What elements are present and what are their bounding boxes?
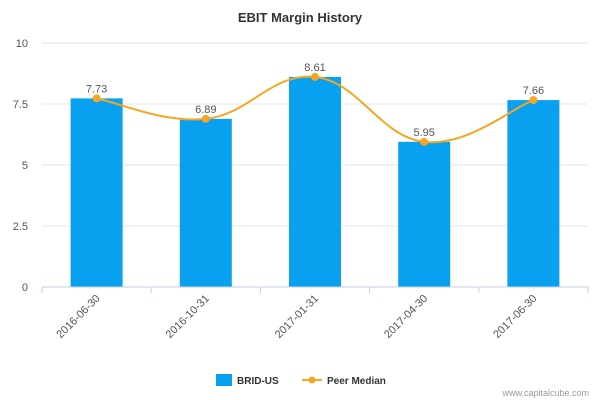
- y-axis-ticks: 0 2.5 5 7.5 10: [13, 38, 28, 294]
- legend-marker-peer: [308, 376, 316, 384]
- y-tick-label: 0: [22, 282, 28, 294]
- y-tick-label: 7.5: [13, 99, 28, 111]
- data-label: 5.95: [413, 127, 434, 139]
- chart-title: EBIT Margin History: [238, 10, 363, 25]
- x-tick-label: 2017-01-31: [273, 293, 321, 341]
- y-tick-label: 2.5: [13, 221, 28, 233]
- peer-median-point: [420, 137, 429, 146]
- peer-median-point: [201, 114, 210, 123]
- legend-label-peer: Peer Median: [327, 376, 386, 387]
- bar: [179, 118, 232, 287]
- bar-series: [70, 76, 560, 287]
- data-label: 8.61: [304, 62, 325, 74]
- data-label: 7.66: [523, 85, 544, 97]
- x-tick-label: 2016-06-30: [54, 293, 102, 341]
- legend: BRID-US Peer Median: [216, 374, 386, 387]
- peer-median-point: [92, 94, 101, 103]
- bar: [398, 141, 451, 287]
- x-tick-label: 2017-04-30: [382, 293, 430, 341]
- legend-label-brid: BRID-US: [237, 376, 279, 387]
- data-label: 7.73: [86, 83, 107, 95]
- credit-text: www.capitalcube.com: [501, 388, 589, 398]
- x-axis-ticks: 2016-06-30 2016-10-31 2017-01-31 2017-04-30…: [41, 287, 589, 341]
- bar: [507, 100, 560, 287]
- peer-median-point: [311, 72, 319, 81]
- x-tick-label: 2016-10-31: [164, 293, 212, 341]
- y-tick-label: 10: [16, 38, 28, 50]
- legend-swatch-brid: [216, 374, 232, 386]
- x-tick-label: 2017-06-30: [491, 293, 539, 341]
- data-labels: 7.73 6.89 8.61 5.95 7.66: [86, 62, 544, 139]
- bar: [70, 98, 123, 287]
- y-tick-label: 5: [22, 160, 28, 172]
- data-label: 6.89: [195, 104, 216, 116]
- peer-median-series: [92, 72, 538, 146]
- bar: [289, 76, 341, 287]
- peer-median-point: [529, 96, 538, 105]
